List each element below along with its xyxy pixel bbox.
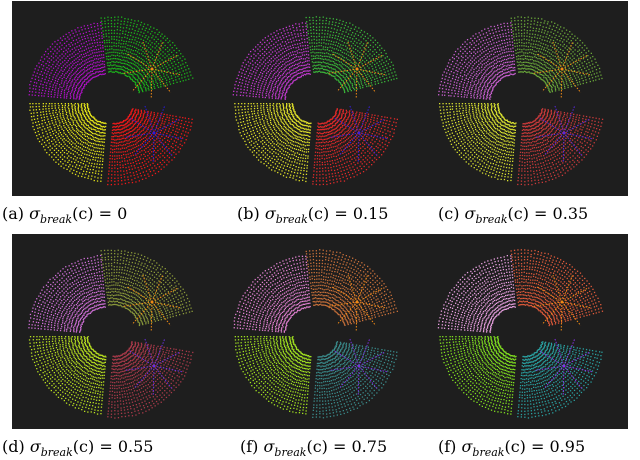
caption-value: 0.15 — [352, 204, 389, 223]
caption-subscript: break — [275, 213, 308, 226]
point-cloud-a — [28, 16, 194, 186]
star-top — [122, 273, 182, 333]
caption-argument: (c) = — [507, 204, 553, 223]
panel-b — [217, 1, 423, 196]
star-bottom — [534, 337, 594, 397]
sector-bottom-left — [234, 336, 312, 415]
caption-value: 0.35 — [552, 204, 589, 223]
star-bottom — [329, 104, 389, 164]
sector-top-right — [305, 16, 398, 94]
caption-argument: (c) = — [72, 437, 118, 456]
caption-value: 0 — [117, 204, 128, 223]
star-top — [532, 273, 592, 333]
caption-subscript: break — [472, 446, 505, 459]
caption-argument: (c) = — [306, 437, 352, 456]
star-top — [532, 40, 592, 100]
caption-subscript: break — [274, 446, 307, 459]
caption-symbol: σ — [264, 204, 276, 223]
sector-top-right — [305, 249, 398, 326]
sector-top-right — [510, 249, 604, 327]
sector-top-left — [437, 255, 516, 333]
point-cloud-c — [438, 16, 604, 186]
star-bottom — [534, 104, 594, 164]
sector-top-right — [510, 16, 603, 93]
sector-bottom-left — [234, 103, 312, 183]
star-bottom — [124, 104, 184, 164]
star-bottom — [124, 337, 184, 397]
sector-bottom-right — [312, 341, 398, 419]
star-top — [327, 273, 387, 333]
star-top — [122, 40, 182, 100]
caption-e: (f) σbreak(c) = 0.75 — [240, 436, 452, 459]
sector-bottom-right — [517, 108, 604, 186]
panel-e — [217, 234, 423, 429]
sector-bottom-left — [439, 103, 517, 182]
caption-argument: (c) = — [307, 204, 353, 223]
caption-symbol: σ — [464, 204, 476, 223]
sector-bottom-right — [107, 108, 193, 186]
star-bottom — [329, 337, 389, 397]
sector-bottom-left — [28, 336, 107, 415]
sector-top-right — [100, 249, 193, 327]
sector-top-left — [28, 254, 106, 333]
sector-top-right — [100, 16, 194, 94]
caption-value: 0.95 — [549, 437, 586, 456]
point-cloud-f — [437, 249, 604, 419]
caption-label: (f) — [438, 437, 457, 456]
sector-bottom-right — [107, 341, 194, 419]
panel-d — [12, 234, 218, 429]
caption-label: (b) — [237, 204, 260, 223]
caption-symbol: σ — [29, 437, 41, 456]
star-top — [327, 40, 387, 100]
caption-label: (c) — [438, 204, 460, 223]
sector-top-left — [233, 255, 311, 333]
caption-b: (b) σbreak(c) = 0.15 — [237, 203, 449, 226]
caption-subscript: break — [475, 213, 508, 226]
caption-label: (a) — [2, 204, 25, 223]
sector-top-left — [28, 21, 106, 100]
caption-subscript: break — [40, 446, 73, 459]
caption-symbol: σ — [263, 437, 275, 456]
caption-symbol: σ — [461, 437, 473, 456]
point-cloud-b — [232, 16, 398, 186]
caption-value: 0.75 — [351, 437, 388, 456]
caption-d: (d) σbreak(c) = 0.55 — [2, 436, 214, 459]
caption-label: (f) — [240, 437, 259, 456]
panel-f — [422, 234, 628, 429]
caption-value: 0.55 — [117, 437, 154, 456]
caption-argument: (c) = — [72, 204, 118, 223]
caption-symbol: σ — [29, 204, 41, 223]
sector-bottom-right — [312, 108, 398, 186]
point-cloud-d — [28, 249, 194, 419]
sector-top-left — [232, 22, 311, 100]
caption-subscript: break — [40, 213, 73, 226]
panel-c — [422, 1, 628, 196]
caption-f: (f) σbreak(c) = 0.95 — [438, 436, 640, 459]
sector-bottom-right — [517, 341, 603, 419]
caption-label: (d) — [2, 437, 25, 456]
point-cloud-e — [233, 249, 398, 419]
sector-top-left — [438, 22, 516, 100]
sector-bottom-left — [439, 336, 517, 415]
panel-a — [12, 1, 218, 196]
caption-argument: (c) = — [504, 437, 550, 456]
caption-c: (c) σbreak(c) = 0.35 — [438, 203, 640, 226]
caption-a: (a) σbreak(c) = 0 — [2, 203, 214, 226]
sector-bottom-left — [29, 103, 107, 182]
